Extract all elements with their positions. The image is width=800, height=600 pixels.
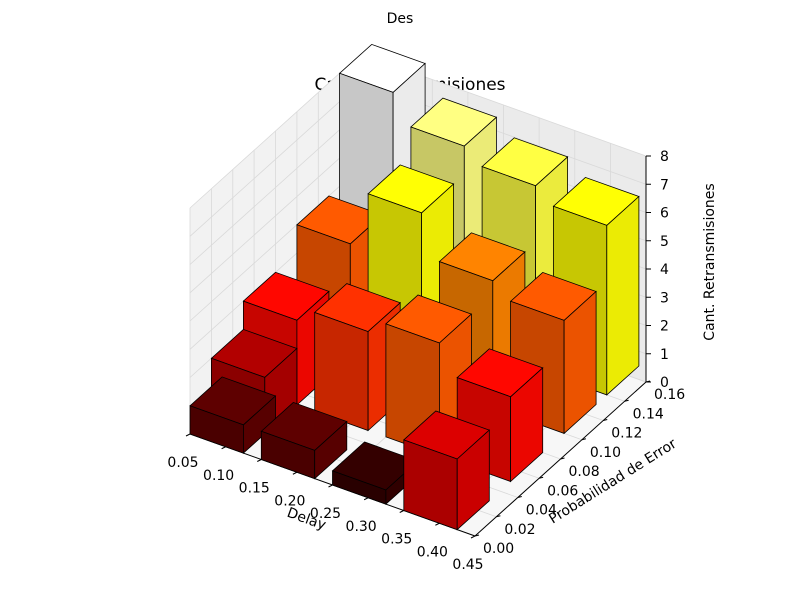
x-tick-mark <box>328 484 333 488</box>
figure-suptitle: Des <box>387 11 414 27</box>
y-tick-label: 0.08 <box>569 464 600 480</box>
y-tick-label: 0.12 <box>611 426 642 442</box>
z-tick-label: 2 <box>660 319 669 335</box>
x-tick-mark <box>363 497 369 501</box>
y-tick-label: 0.10 <box>590 445 621 461</box>
y-tick-mark <box>539 476 544 479</box>
x-tick-label: 0.40 <box>417 544 448 560</box>
y-tick-mark <box>496 515 501 518</box>
y-tick-label: 0.14 <box>633 406 664 422</box>
bar-3d <box>403 410 491 531</box>
x-tick-mark <box>435 522 440 526</box>
y-tick-label: 0.02 <box>504 522 535 538</box>
bar-side <box>510 367 544 483</box>
tick-labels: 0.05 0.10 0.150.20 0.25 0.300.35 0.400.450.00… <box>167 149 685 573</box>
z-tick-label: 7 <box>660 177 669 193</box>
bar-3d <box>331 441 419 505</box>
x-tick-label: 0.10 <box>203 468 234 484</box>
z-tick-label: 6 <box>660 206 669 222</box>
z-tick-label: 5 <box>660 234 669 250</box>
y-tick-mark <box>474 534 480 537</box>
x-tick-label: 0.35 <box>381 532 412 548</box>
y-tick-mark <box>603 419 608 421</box>
y-tick-label: 0.16 <box>654 387 685 403</box>
x-tick-mark <box>221 446 226 450</box>
bar-side <box>456 429 490 531</box>
x-tick-label: 0.20 <box>274 493 305 509</box>
y-tick-mark <box>560 457 565 460</box>
bar-side <box>314 420 348 480</box>
y-tick-mark <box>624 399 629 402</box>
y-tick-label: 0.00 <box>483 541 514 557</box>
bar-3d <box>189 376 277 454</box>
x-tick-label: 0.45 <box>452 557 483 573</box>
z-tick-label: 4 <box>660 262 669 278</box>
z-tick-label: 0 <box>660 375 669 391</box>
x-tick-label: 0.15 <box>239 481 270 497</box>
x-tick-label: 0.30 <box>346 519 377 535</box>
bar-3d <box>313 283 401 432</box>
y-tick-label: 0.06 <box>547 483 578 499</box>
x-tick-mark <box>292 471 298 475</box>
bar-3d <box>260 401 348 480</box>
x-tick-mark <box>470 535 476 539</box>
x-tick-label: 0.05 <box>167 455 198 471</box>
x-tick-mark <box>399 510 404 513</box>
bar-side <box>606 195 640 396</box>
x-tick-mark <box>185 433 191 437</box>
z-tick-label: 1 <box>660 347 669 363</box>
bar-side <box>563 290 597 435</box>
x-tick-mark <box>257 459 262 462</box>
z-tick-label: 8 <box>660 149 669 165</box>
z-tick-label: 3 <box>660 290 669 306</box>
bar-group <box>189 43 640 531</box>
y-tick-mark <box>581 438 586 441</box>
y-tick-label: 0.04 <box>526 503 557 519</box>
z-axis-label: Cant. Retransmisiones <box>702 183 718 340</box>
y-tick-mark <box>517 496 522 498</box>
x-tick-label: 0.25 <box>310 506 341 522</box>
